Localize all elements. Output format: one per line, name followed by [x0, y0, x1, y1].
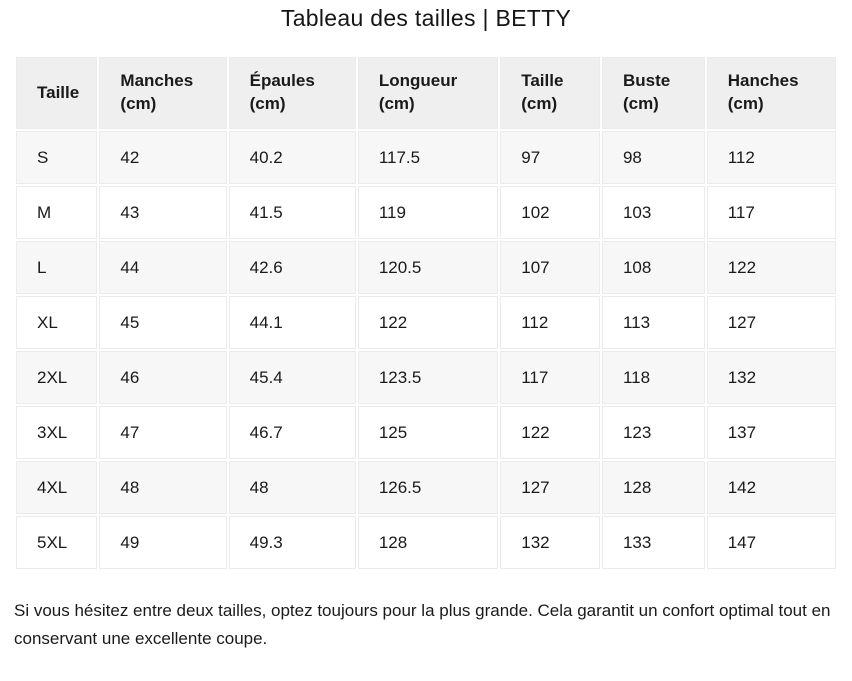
- size-cell: 113: [601, 296, 705, 349]
- size-cell: 117: [706, 186, 836, 239]
- size-cell: 132: [500, 516, 600, 569]
- column-unit: (cm): [727, 94, 764, 113]
- size-cell: 48: [99, 461, 227, 514]
- column-unit: (cm): [521, 94, 558, 113]
- size-row-label: 4XL: [16, 461, 98, 514]
- size-cell: 122: [357, 296, 499, 349]
- column-unit: (cm): [120, 94, 157, 113]
- size-cell: 120.5: [357, 241, 499, 294]
- size-cell: 44.1: [228, 296, 356, 349]
- size-cell: 98: [601, 131, 705, 184]
- size-cell: 47: [99, 406, 227, 459]
- size-cell: 41.5: [228, 186, 356, 239]
- size-cell: 132: [706, 351, 836, 404]
- size-cell: 127: [706, 296, 836, 349]
- size-cell: 142: [706, 461, 836, 514]
- size-cell: 126.5: [357, 461, 499, 514]
- column-label: Hanches: [727, 71, 799, 91]
- column-label: Longueur: [378, 71, 458, 91]
- size-cell: 103: [601, 186, 705, 239]
- column-header-epaules: Épaules (cm): [228, 57, 356, 129]
- column-unit: (cm): [378, 94, 415, 113]
- size-cell: 43: [99, 186, 227, 239]
- size-cell: 112: [500, 296, 600, 349]
- size-cell: 128: [601, 461, 705, 514]
- column-header-taille-cm: Taille (cm): [500, 57, 600, 129]
- column-unit: (cm): [622, 94, 659, 113]
- size-cell: 48: [228, 461, 356, 514]
- size-cell: 46: [99, 351, 227, 404]
- size-cell: 42.6: [228, 241, 356, 294]
- page-title: Tableau des tailles | BETTY: [280, 5, 572, 31]
- size-cell: 127: [500, 461, 600, 514]
- column-label: Taille: [37, 82, 80, 102]
- size-cell: 46.7: [228, 406, 356, 459]
- header-row: Taille Manches (cm) Épaules (cm) Longueur (…: [16, 57, 836, 129]
- table-row-3xl: 3XL 47 46.7 125 122 123 137: [16, 406, 836, 459]
- size-row-label: L: [16, 241, 98, 294]
- size-row-label: S: [16, 131, 98, 184]
- size-cell: 123: [601, 406, 705, 459]
- size-cell: 49.3: [228, 516, 356, 569]
- size-cell: 45: [99, 296, 227, 349]
- size-cell: 40.2: [228, 131, 356, 184]
- size-cell: 117.5: [357, 131, 499, 184]
- column-header-manches: Manches (cm): [99, 57, 227, 129]
- size-cell: 42: [99, 131, 227, 184]
- size-cell: 122: [706, 241, 836, 294]
- size-cell: 45.4: [228, 351, 356, 404]
- table-row-5xl: 5XL 49 49.3 128 132 133 147: [16, 516, 836, 569]
- column-label: Manches: [120, 71, 194, 91]
- column-header-hanches: Hanches (cm): [706, 57, 836, 129]
- size-cell: 122: [500, 406, 600, 459]
- column-header-taille: Taille: [16, 57, 98, 129]
- size-cell: 102: [500, 186, 600, 239]
- size-cell: 128: [357, 516, 499, 569]
- column-label: Taille: [521, 71, 564, 91]
- column-header-buste: Buste (cm): [601, 57, 705, 129]
- size-row-label: 5XL: [16, 516, 98, 569]
- size-cell: 97: [500, 131, 600, 184]
- size-cell: 107: [500, 241, 600, 294]
- size-cell: 125: [357, 406, 499, 459]
- size-cell: 147: [706, 516, 836, 569]
- column-unit: (cm): [249, 94, 286, 113]
- size-cell: 133: [601, 516, 705, 569]
- column-label: Épaules: [249, 71, 315, 91]
- table-row-l: L 44 42.6 120.5 107 108 122: [16, 241, 836, 294]
- size-cell: 119: [357, 186, 499, 239]
- table-row-s: S 42 40.2 117.5 97 98 112: [16, 131, 836, 184]
- size-cell: 123.5: [357, 351, 499, 404]
- size-row-label: XL: [16, 296, 98, 349]
- table-row-4xl: 4XL 48 48 126.5 127 128 142: [16, 461, 836, 514]
- size-cell: 44: [99, 241, 227, 294]
- column-label: Buste: [622, 71, 671, 91]
- size-row-label: 3XL: [16, 406, 98, 459]
- size-guide-page: Tableau des tailles | BETTY Taille Manch…: [0, 5, 852, 652]
- size-cell: 118: [601, 351, 705, 404]
- table-row-xl: XL 45 44.1 122 112 113 127: [16, 296, 836, 349]
- size-cell: 108: [601, 241, 705, 294]
- size-table: Taille Manches (cm) Épaules (cm) Longueur (…: [14, 55, 838, 571]
- column-header-longueur: Longueur (cm): [357, 57, 499, 129]
- size-cell: 137: [706, 406, 836, 459]
- fit-note: Si vous hésitez entre deux tailles, opte…: [14, 601, 831, 648]
- table-row-2xl: 2XL 46 45.4 123.5 117 118 132: [16, 351, 836, 404]
- size-row-label: 2XL: [16, 351, 98, 404]
- size-cell: 49: [99, 516, 227, 569]
- size-cell: 112: [706, 131, 836, 184]
- table-row-m: M 43 41.5 119 102 103 117: [16, 186, 836, 239]
- size-row-label: M: [16, 186, 98, 239]
- size-cell: 117: [500, 351, 600, 404]
